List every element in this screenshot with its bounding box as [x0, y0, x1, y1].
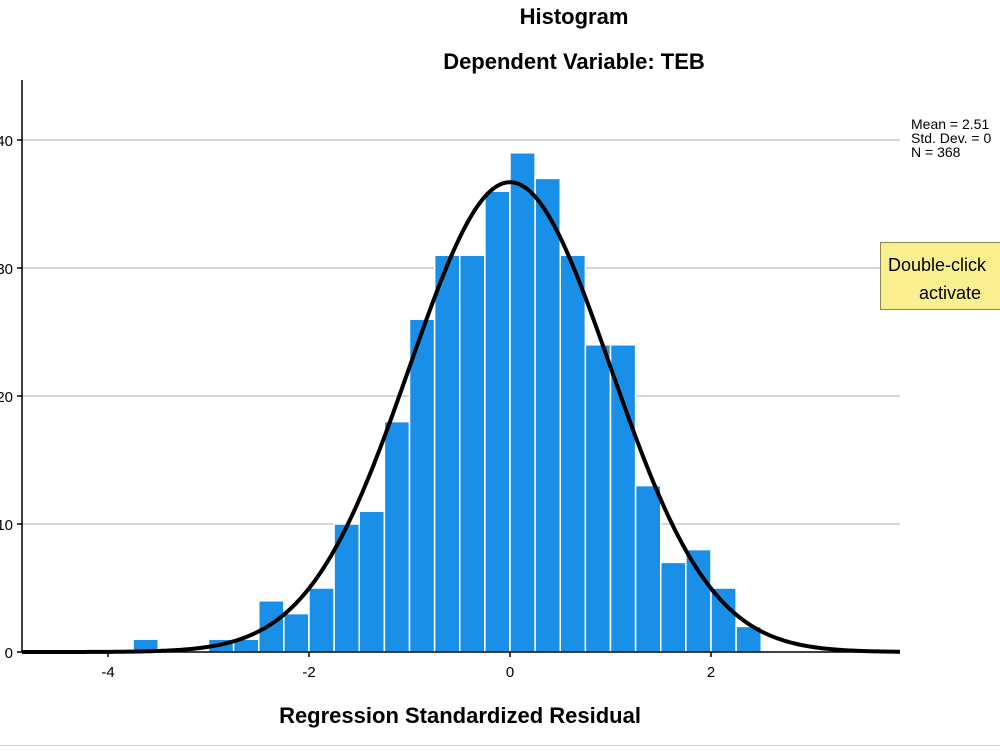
histogram-bar: [685, 548, 712, 653]
stats-mean: Mean = 2.51: [911, 116, 990, 132]
histogram-bar: [660, 561, 687, 653]
tooltip-line-2: activate: [919, 283, 982, 303]
y-tick-label: 10: [0, 517, 13, 534]
histogram-bar: [634, 484, 662, 653]
x-tick-label: 0: [506, 664, 514, 681]
chart-subtitle: Dependent Variable: TEB: [443, 49, 705, 74]
histogram-bar: [358, 510, 386, 653]
y-tick-label: 20: [0, 389, 13, 406]
x-tick-label: -4: [101, 664, 114, 681]
histogram-bar: [459, 254, 486, 653]
histogram-bar: [383, 420, 411, 653]
activate-tooltip[interactable]: Double-click activate: [880, 242, 1000, 310]
x-axis-label: Regression Standardized Residual: [279, 703, 641, 728]
x-tick-label: -2: [302, 664, 315, 681]
histogram-bar: [710, 587, 737, 653]
y-tick-label: 0: [5, 645, 13, 662]
normal-curve-line: [22, 180, 901, 654]
stats-box: Mean = 2.51 Std. Dev. = 0 N = 368: [911, 117, 991, 159]
histogram-bars: [132, 152, 762, 653]
histogram-bar: [559, 254, 587, 653]
histogram-bar: [408, 318, 436, 653]
histogram-bar: [433, 254, 461, 653]
histogram-bar: [308, 587, 335, 653]
histogram-bar: [484, 190, 511, 653]
frame-divider: [0, 745, 1000, 746]
tooltip-line-1: Double-click: [888, 255, 987, 275]
histogram-bar: [283, 612, 310, 653]
normal-curve: [22, 180, 901, 654]
y-tick-label: 40: [0, 133, 13, 150]
histogram-bar: [509, 152, 536, 653]
chart-title: Histogram: [519, 4, 629, 29]
stats-sd: Std. Dev. = 0: [911, 130, 992, 146]
histogram-bar: [584, 344, 612, 653]
histogram-bar: [534, 177, 561, 653]
histogram-bar: [258, 600, 285, 653]
stats-n: N = 368: [911, 144, 961, 160]
histogram-bar: [609, 344, 637, 653]
x-tick-label: 2: [707, 664, 715, 681]
y-tick-label: 30: [0, 261, 13, 278]
